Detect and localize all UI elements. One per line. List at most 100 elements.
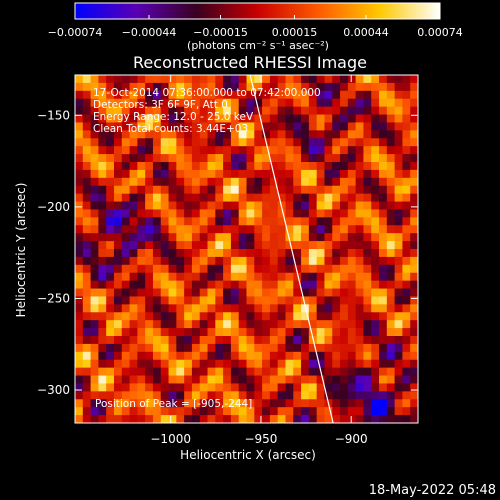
heatmap-cell xyxy=(106,351,115,361)
heatmap-cell xyxy=(262,146,271,155)
heatmap-cell xyxy=(129,391,138,400)
heatmap-cell xyxy=(340,359,349,369)
heatmap-cell xyxy=(277,90,286,100)
heatmap-cell xyxy=(340,114,349,123)
heatmap-cell xyxy=(293,249,302,258)
heatmap-cell xyxy=(75,280,84,290)
heatmap-cell xyxy=(129,114,138,123)
heatmap-cell xyxy=(230,328,240,337)
heatmap-cell xyxy=(332,367,341,377)
heatmap-cell xyxy=(160,415,170,423)
heatmap-cell xyxy=(223,138,232,147)
heatmap-cell xyxy=(355,185,364,195)
heatmap-cell xyxy=(363,367,372,377)
heatmap-cell xyxy=(176,90,185,100)
heatmap-cell xyxy=(410,415,418,423)
heatmap-cell xyxy=(106,114,115,123)
heatmap-cell xyxy=(98,264,107,274)
heatmap-cell xyxy=(191,185,201,195)
heatmap-cell xyxy=(316,280,325,290)
heatmap-cell xyxy=(269,90,279,100)
heatmap-cell xyxy=(152,154,162,163)
heatmap-cell xyxy=(293,256,302,266)
heatmap-cell xyxy=(410,280,418,290)
heatmap-cell xyxy=(121,241,131,250)
heatmap-cell xyxy=(207,122,216,131)
heatmap-cell xyxy=(98,177,107,187)
heatmap-cell xyxy=(168,296,177,305)
heatmap-cell xyxy=(238,256,247,266)
heatmap-cell xyxy=(308,162,318,171)
heatmap-cell xyxy=(199,169,209,179)
heatmap-cell xyxy=(113,217,123,226)
heatmap-cell xyxy=(254,146,263,155)
heatmap-cell xyxy=(386,177,396,187)
heatmap-cell xyxy=(332,154,341,163)
heatmap-cell xyxy=(82,162,92,171)
heatmap-cell xyxy=(106,375,115,384)
heatmap-cell xyxy=(98,162,107,171)
heatmap-cell xyxy=(316,114,325,123)
heatmap-cell xyxy=(285,343,294,353)
heatmap-cell xyxy=(324,162,333,171)
heatmap-cell xyxy=(316,375,325,384)
heatmap-cell xyxy=(316,407,325,416)
heatmap-cell xyxy=(254,233,263,242)
heatmap-cell xyxy=(137,154,146,163)
heatmap-cell xyxy=(106,106,115,116)
heatmap-cell xyxy=(386,82,396,92)
heatmap-cell xyxy=(238,169,247,179)
heatmap-cell xyxy=(254,280,263,290)
heatmap-cell xyxy=(75,359,84,369)
heatmap-cell xyxy=(254,399,263,408)
heatmap-cell xyxy=(386,122,396,131)
heatmap-cell xyxy=(363,320,372,329)
heatmap-cell xyxy=(152,98,162,108)
heatmap-cell xyxy=(184,296,193,305)
heatmap-cell xyxy=(90,312,99,321)
heatmap-cell xyxy=(332,169,341,179)
heatmap-cell xyxy=(262,288,271,297)
heatmap-cell xyxy=(106,241,115,250)
heatmap-cell xyxy=(168,249,177,258)
heatmap-cell xyxy=(308,217,318,226)
heatmap-cell xyxy=(277,304,286,313)
heatmap-cell xyxy=(371,280,380,290)
heatmap-cell xyxy=(75,90,84,100)
heatmap-cell xyxy=(308,359,318,369)
heatmap-cell xyxy=(230,185,240,195)
heatmap-cell xyxy=(277,146,286,155)
heatmap-cell xyxy=(371,383,380,392)
heatmap-cell xyxy=(254,177,263,187)
heatmap-cell xyxy=(176,399,185,408)
heatmap-cell xyxy=(340,367,349,377)
heatmap-cell xyxy=(301,328,310,337)
heatmap-cell xyxy=(254,383,263,392)
heatmap-cell xyxy=(191,75,201,84)
heatmap-cell xyxy=(191,383,201,392)
heatmap-cell xyxy=(215,130,224,139)
heatmap-cell xyxy=(277,82,286,92)
heatmap-cell xyxy=(379,106,388,116)
heatmap-cell xyxy=(262,383,271,392)
heatmap-cell xyxy=(332,201,341,210)
colorbar-frame xyxy=(74,2,441,20)
heatmap-cell xyxy=(246,351,255,361)
heatmap-cell xyxy=(262,375,271,384)
heatmap-cell xyxy=(379,407,388,416)
heatmap-cell xyxy=(371,241,380,250)
heatmap-cell xyxy=(340,82,349,92)
heatmap-cell xyxy=(340,98,349,108)
heatmap-cell xyxy=(277,233,286,242)
heatmap-cell xyxy=(145,312,154,321)
colorbar-tick-label: 0.00015 xyxy=(272,26,318,39)
heatmap-cell xyxy=(215,375,224,384)
heatmap-cell xyxy=(191,233,201,242)
heatmap-cell xyxy=(277,264,286,274)
heatmap-cell xyxy=(184,122,193,131)
heatmap-cell xyxy=(410,90,418,100)
heatmap-cell xyxy=(308,320,318,329)
heatmap-cell xyxy=(129,415,138,423)
heatmap-cell xyxy=(332,288,341,297)
heatmap-cell xyxy=(285,383,294,392)
